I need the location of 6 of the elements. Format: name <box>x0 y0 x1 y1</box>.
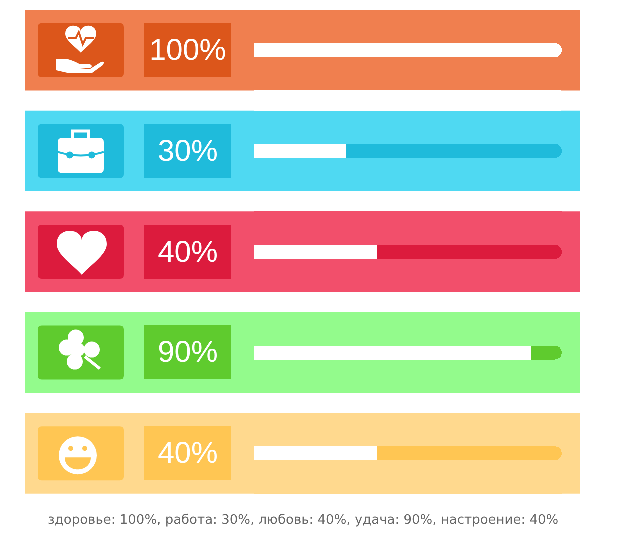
data-label: 30% <box>158 135 218 168</box>
data-label: 40% <box>158 236 218 269</box>
data-label: 90% <box>158 336 218 369</box>
text: здоровье: 100%, работа: 30%, любовь: 40%, удача: 90%, настроение: 40% <box>48 513 559 528</box>
data-label: 40% <box>158 437 218 470</box>
data-label: 100% <box>150 34 226 67</box>
